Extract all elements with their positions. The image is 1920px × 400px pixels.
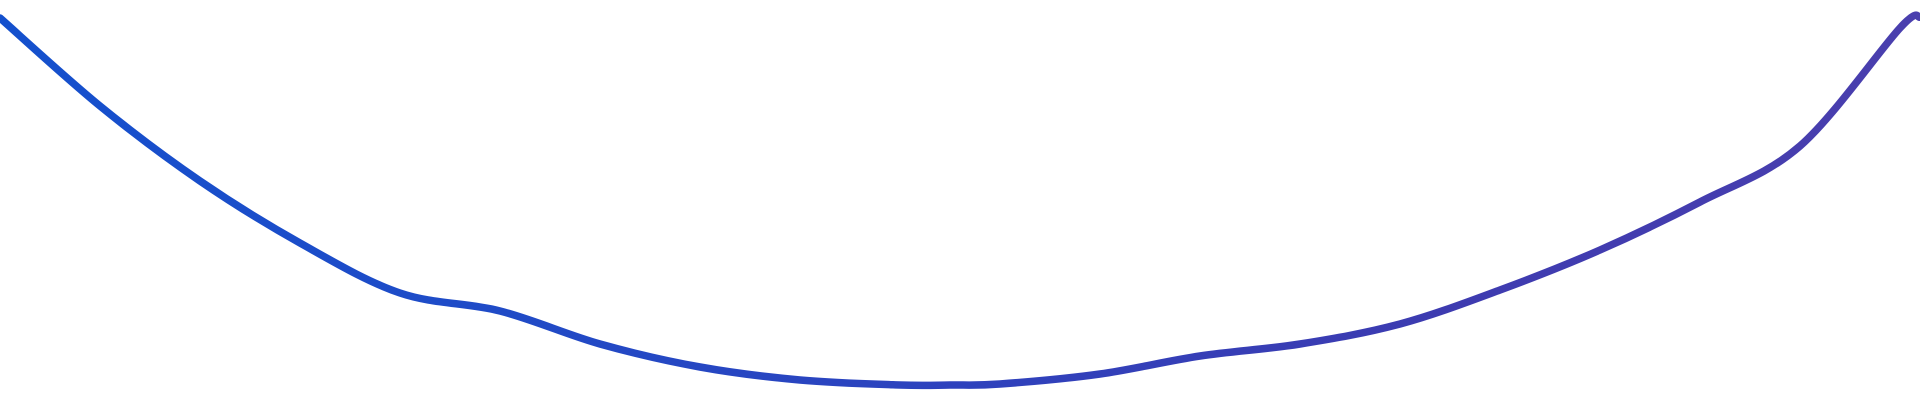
arc-curve-path xyxy=(0,11,1920,390)
